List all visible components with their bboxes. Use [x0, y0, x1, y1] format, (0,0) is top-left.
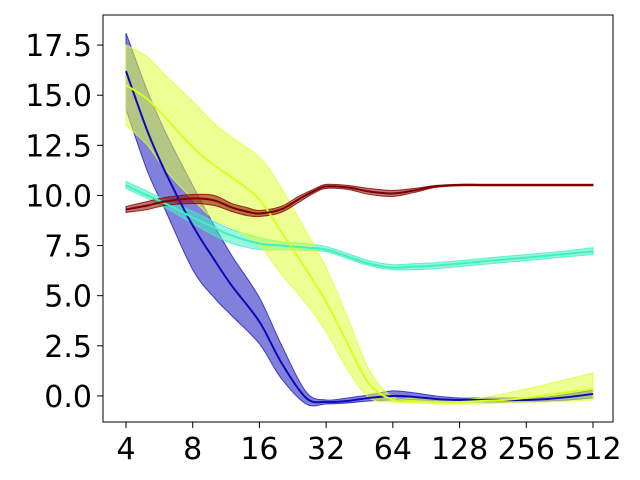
series-3-band — [125, 44, 594, 405]
x-tick-label: 256 — [498, 432, 555, 467]
series-2-line — [125, 184, 594, 269]
series-lines — [125, 70, 594, 404]
x-tick-label: 8 — [183, 432, 202, 467]
y-tick-label: 12.5 — [25, 129, 92, 164]
x-tick-label: 16 — [240, 432, 278, 467]
x-tick-label: 128 — [431, 432, 488, 467]
series-4-line — [125, 183, 593, 215]
y-tick-label: 17.5 — [25, 29, 92, 64]
y-axis: 0.0 2.5 5.0 7.5 10.0 12.5 15.0 17.5 — [25, 29, 103, 415]
x-tick-label: 64 — [374, 432, 412, 467]
y-tick-label: 10.0 — [25, 179, 92, 214]
x-tick-label: 512 — [564, 432, 621, 467]
x-tick-label: 4 — [116, 432, 135, 467]
series-3-line — [125, 84, 594, 404]
x-axis: 4 8 16 32 64 128 256 512 — [116, 422, 622, 467]
y-tick-label: 15.0 — [25, 79, 92, 114]
y-tick-label: 5.0 — [44, 280, 92, 315]
y-tick-label: 0.0 — [44, 380, 92, 415]
x-tick-label: 32 — [307, 432, 345, 467]
plot-frame — [102, 14, 614, 423]
y-tick-label: 2.5 — [44, 330, 92, 365]
y-tick-label: 7.5 — [44, 230, 92, 265]
